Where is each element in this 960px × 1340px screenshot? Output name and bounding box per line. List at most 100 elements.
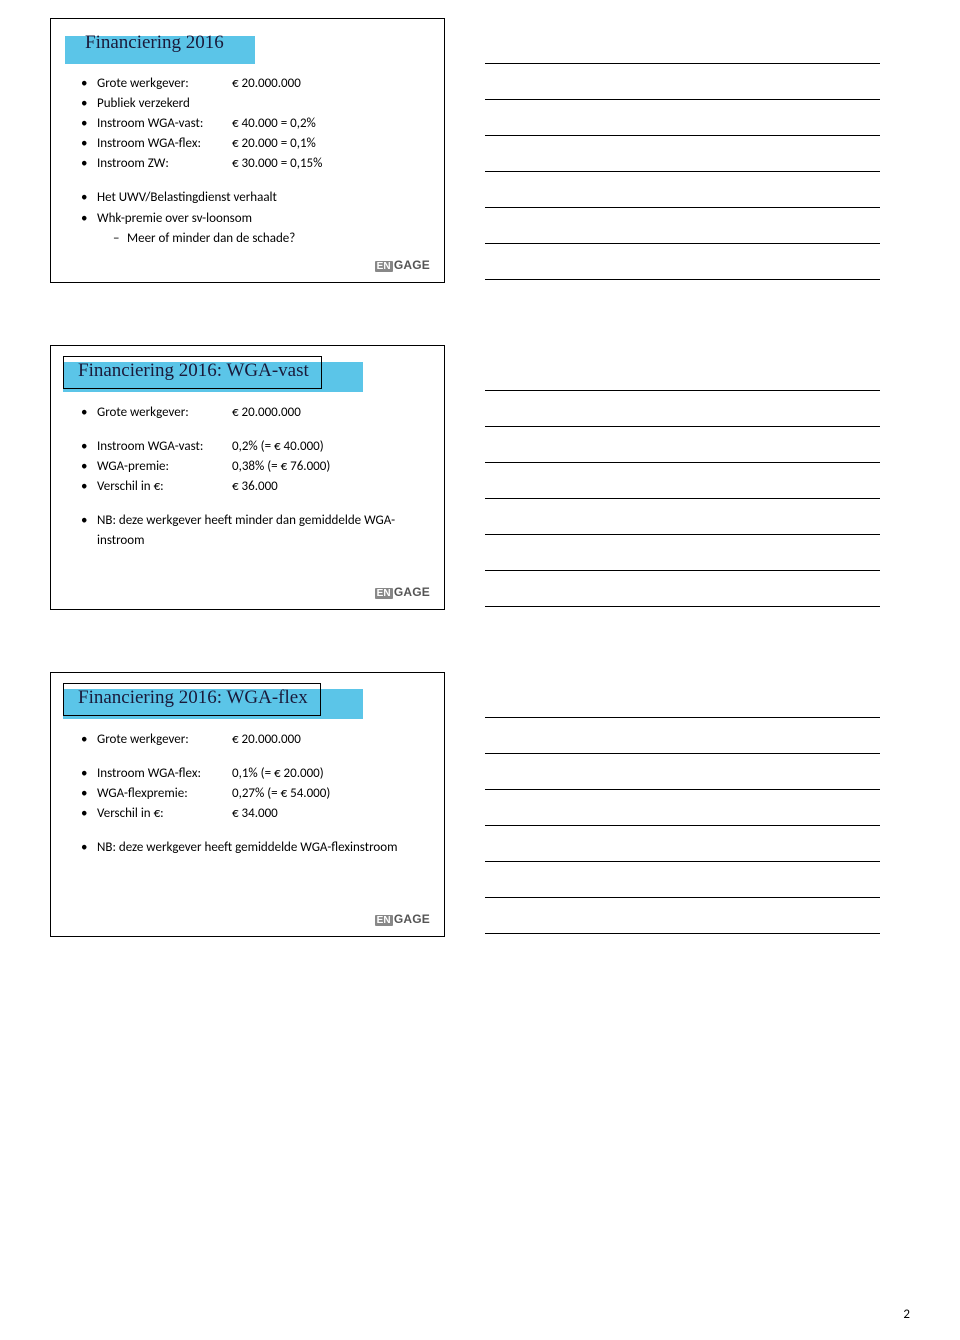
bullet-list-2: Het UWV/Belastingdienst verhaalt Whk-pre… [69, 188, 426, 248]
item-label: Instroom ZW: [97, 154, 232, 174]
list-item: Grote werkgever:€ 20.000.000 [85, 403, 426, 423]
note-line [485, 391, 880, 427]
note-text: NB: deze werkgever heeft gemiddelde WGA-… [97, 840, 398, 855]
item-label: Grote werkgever: [97, 730, 232, 750]
list-item: WGA-flexpremie:0,27% (= € 54.000) [85, 784, 426, 804]
slide-financiering-2016: Financiering 2016 Grote werkgever:€ 20.0… [50, 18, 445, 283]
list-item: Het UWV/Belastingdienst verhaalt [85, 188, 426, 208]
list-item: Instroom WGA-flex:€ 20.000 = 0,1% [85, 134, 426, 154]
list-item: Grote werkgever:€ 20.000.000 [85, 74, 426, 94]
bullet-list-3: NB: deze werkgever heeft gemiddelde WGA-… [69, 838, 426, 858]
list-item: NB: deze werkgever heeft minder dan gemi… [85, 511, 426, 551]
slide-title-wrap: Financiering 2016: WGA-vast [63, 356, 426, 389]
item-value: € 30.000 = 0,15% [232, 154, 426, 174]
logo-suffix: GAGE [394, 912, 430, 926]
item-label: Verschil in €: [97, 804, 232, 824]
item-label: Instroom WGA-vast: [97, 437, 232, 457]
slide-wga-flex: Financiering 2016: WGA-flex Grote werkge… [50, 672, 445, 937]
list-item: Verschil in €:€ 36.000 [85, 477, 426, 497]
item-label: Grote werkgever: [97, 403, 232, 423]
note-line [485, 463, 880, 499]
note-line [485, 28, 880, 64]
slide-title: Financiering 2016: WGA-vast [63, 356, 322, 389]
slide-wga-vast: Financiering 2016: WGA-vast Grote werkge… [50, 345, 445, 610]
logo-suffix: GAGE [394, 258, 430, 272]
bullet-list: Grote werkgever:€ 20.000.000 [69, 403, 426, 423]
note-line [485, 172, 880, 208]
item-value: € 20.000.000 [232, 730, 426, 750]
list-item: Instroom WGA-vast:€ 40.000 = 0,2% [85, 114, 426, 134]
item-text: Het UWV/Belastingdienst verhaalt [97, 190, 277, 205]
item-value: € 20.000.000 [232, 74, 426, 94]
engage-logo: ENGAGE [375, 585, 430, 599]
list-item: Instroom ZW:€ 30.000 = 0,15% [85, 154, 426, 174]
bullet-list-2: Instroom WGA-flex:0,1% (= € 20.000) WGA-… [69, 764, 426, 824]
note-text: NB: deze werkgever heeft minder dan gemi… [97, 513, 395, 548]
row-2: Financiering 2016: WGA-vast Grote werkge… [50, 345, 910, 610]
item-label: Instroom WGA-flex: [97, 764, 232, 784]
sub-text: Meer of minder dan de schade? [127, 231, 295, 246]
note-line [485, 790, 880, 826]
slide-title-wrap: Financiering 2016: WGA-flex [63, 683, 426, 716]
logo-suffix: GAGE [394, 585, 430, 599]
note-line [485, 355, 880, 391]
item-label: Instroom WGA-vast: [97, 114, 232, 134]
page-number: 2 [903, 1307, 910, 1322]
slide-title: Financiering 2016 [79, 29, 279, 60]
engage-logo: ENGAGE [375, 258, 430, 272]
engage-logo: ENGAGE [375, 912, 430, 926]
bullet-list-2: Instroom WGA-vast:0,2% (= € 40.000) WGA-… [69, 437, 426, 497]
bullet-list-3: NB: deze werkgever heeft minder dan gemi… [69, 511, 426, 551]
row-1: Financiering 2016 Grote werkgever:€ 20.0… [50, 18, 910, 283]
item-value: 0,27% (= € 54.000) [232, 784, 426, 804]
list-item: Publiek verzekerd [85, 94, 426, 114]
logo-prefix: EN [375, 588, 393, 599]
note-line [485, 100, 880, 136]
list-item: Whk-premie over sv-loonsom Meer of minde… [85, 209, 426, 249]
list-item: Instroom WGA-flex:0,1% (= € 20.000) [85, 764, 426, 784]
item-label: Publiek verzekerd [97, 96, 190, 111]
item-value: € 20.000 = 0,1% [232, 134, 426, 154]
item-value: € 20.000.000 [232, 403, 426, 423]
note-line [485, 136, 880, 172]
row-3: Financiering 2016: WGA-flex Grote werkge… [50, 672, 910, 937]
note-line [485, 718, 880, 754]
item-value: € 36.000 [232, 477, 426, 497]
item-value: 0,2% (= € 40.000) [232, 437, 426, 457]
note-line [485, 682, 880, 718]
note-line [485, 826, 880, 862]
note-line [485, 898, 880, 934]
logo-prefix: EN [375, 915, 393, 926]
notes-lines [485, 18, 880, 283]
note-line [485, 571, 880, 607]
item-text: Whk-premie over sv-loonsom [97, 211, 252, 226]
slide-title: Financiering 2016: WGA-flex [63, 683, 321, 716]
note-line [485, 427, 880, 463]
item-value: € 34.000 [232, 804, 426, 824]
item-value: 0,1% (= € 20.000) [232, 764, 426, 784]
item-value: 0,38% (= € 76.000) [232, 457, 426, 477]
item-value: € 40.000 = 0,2% [232, 114, 426, 134]
notes-lines [485, 672, 880, 937]
list-item: Grote werkgever:€ 20.000.000 [85, 730, 426, 750]
list-item: NB: deze werkgever heeft gemiddelde WGA-… [85, 838, 426, 858]
list-item: Verschil in €:€ 34.000 [85, 804, 426, 824]
bullet-list: Grote werkgever:€ 20.000.000 Publiek ver… [69, 74, 426, 175]
bullet-list: Grote werkgever:€ 20.000.000 [69, 730, 426, 750]
note-line [485, 499, 880, 535]
note-line [485, 208, 880, 244]
item-label: Instroom WGA-flex: [97, 134, 232, 154]
slide-title-wrap: Financiering 2016 [75, 29, 426, 60]
note-line [485, 535, 880, 571]
note-line [485, 64, 880, 100]
handout-page: Financiering 2016 Grote werkgever:€ 20.0… [0, 0, 960, 937]
item-label: Verschil in €: [97, 477, 232, 497]
notes-lines [485, 345, 880, 610]
item-label: WGA-flexpremie: [97, 784, 232, 804]
note-line [485, 754, 880, 790]
sub-item: Meer of minder dan de schade? [115, 229, 426, 249]
logo-prefix: EN [375, 261, 393, 272]
note-line [485, 244, 880, 280]
list-item: Instroom WGA-vast:0,2% (= € 40.000) [85, 437, 426, 457]
list-item: WGA-premie:0,38% (= € 76.000) [85, 457, 426, 477]
